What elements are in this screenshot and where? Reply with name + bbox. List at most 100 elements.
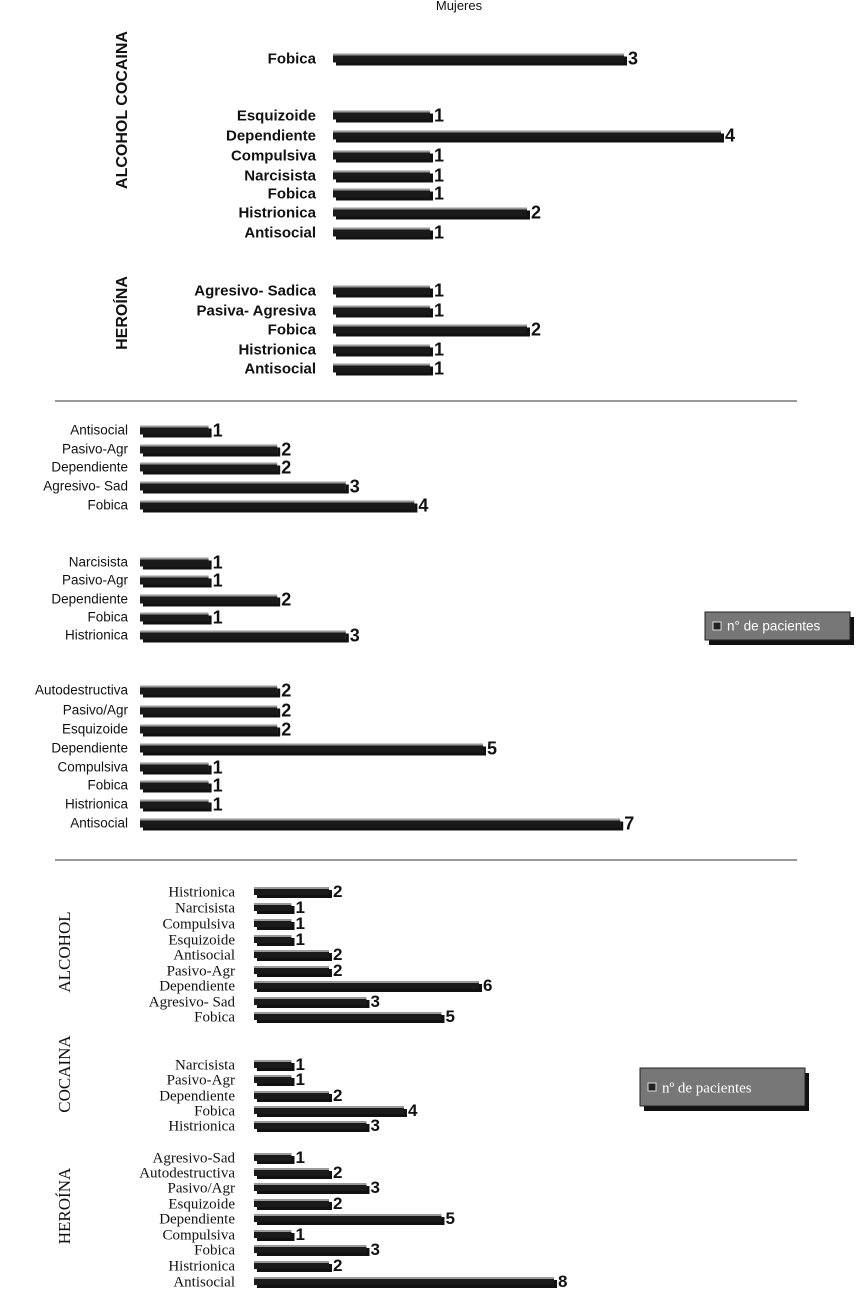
- chart2-g2-pasivo-agr-value: 1: [213, 570, 223, 590]
- chart1-g3-histrionica-value: 1: [434, 339, 444, 359]
- chart2-g3-fobica-value: 1: [213, 775, 223, 795]
- group-label-cocaina: COCAINA: [55, 1035, 74, 1113]
- chart2-g2-histrionica-bar-fill: [140, 632, 346, 640]
- chart3-g3-agresivo-sad-value: 1: [296, 1148, 305, 1167]
- chart2-g3-esquizoide-label: Esquizoide: [62, 722, 128, 737]
- chart3-g1-pasivo-agr-label: Pasivo-Agr: [167, 963, 235, 979]
- chart3-g1-esquizoide-value: 1: [296, 930, 305, 949]
- group-label-alcohol-cocaina: ALCOHOL COCAINA: [114, 31, 131, 189]
- legend-2-swatch-icon: [712, 621, 722, 631]
- chart1-g2-compulsiva-bar-fill: [333, 152, 430, 160]
- chart3-g1-compulsiva-value: 1: [296, 914, 305, 933]
- chart3-g1-agresivo-sad-value: 3: [371, 992, 380, 1011]
- chart3-g3-agresivo-sad-bar-fill: [254, 1155, 292, 1161]
- chart1-g2-antisocial-value: 1: [434, 222, 444, 242]
- chart1-g2-fobica-bar-fill: [333, 190, 430, 198]
- chart3-g2-dependiente-bar-fill: [254, 1093, 329, 1099]
- chart2-g2-pasivo-agr-label: Pasivo-Agr: [62, 573, 129, 588]
- chart1-g1-fobica-label: Fobica: [268, 50, 317, 67]
- chart3-g3-agresivo-sad-label: Agresivo-Sad: [153, 1150, 236, 1166]
- page-title: Mujeres: [436, 0, 483, 13]
- chart3-g2-pasivo-agr-label: Pasivo-Agr: [167, 1072, 235, 1088]
- chart1-g2-antisocial-label: Antisocial: [244, 224, 316, 241]
- chart3-g3-autodestructiva-bar-fill: [254, 1170, 329, 1176]
- chart3-g3-compulsiva-label: Compulsiva: [162, 1227, 235, 1243]
- chart1-g2-compulsiva-value: 1: [434, 145, 444, 165]
- chart2-g3-compulsiva-value: 1: [213, 757, 223, 777]
- chart2-g2-narcisista-label: Narcisista: [69, 555, 129, 570]
- chart1-g3-pasiva-agresiva-label: Pasiva- Agresiva: [196, 302, 316, 319]
- chart2-g3-dependiente-label: Dependiente: [51, 741, 128, 756]
- chart3-g2-narcisista-bar-fill: [254, 1062, 292, 1068]
- chart3-g1-dependiente-value: 6: [483, 976, 492, 995]
- chart3-g1-narcisista-value: 1: [296, 898, 305, 917]
- group-label-alcohol: ALCOHOL: [55, 911, 74, 992]
- chart3-g3-histrionica-bar-fill: [254, 1263, 329, 1269]
- chart1-g3-agresivo-sadica-label: Agresivo- Sadica: [194, 282, 316, 299]
- chart2-g3-esquizoide-value: 2: [281, 719, 291, 739]
- chart3-g1-fobica-bar-fill: [254, 1014, 442, 1020]
- chart2-g1-dependiente-value: 2: [281, 457, 291, 477]
- chart3-g2-fobica-value: 4: [408, 1101, 418, 1120]
- chart3-g3-fobica-label: Fobica: [194, 1242, 235, 1258]
- chart2-g3-antisocial-label: Antisocial: [70, 816, 128, 831]
- chart1-g3-antisocial-value: 1: [434, 358, 444, 378]
- chart1-g2-dependiente-bar-fill: [333, 132, 721, 140]
- chart3-g3-autodestructiva-label: Autodestructiva: [139, 1165, 235, 1181]
- chart3-g3-pasivo-agr-value: 3: [371, 1178, 380, 1197]
- chart3-g2-fobica-label: Fobica: [194, 1103, 235, 1119]
- chart3-g2-histrionica-bar-fill: [254, 1123, 367, 1129]
- chart2-g2-histrionica-value: 3: [350, 625, 360, 645]
- group-label-heroina: HEROÍNA: [55, 1167, 74, 1244]
- chart2-g1-agresivo-sad-label: Agresivo- Sad: [43, 479, 128, 494]
- chart2-g1-antisocial-bar-fill: [140, 427, 209, 435]
- chart2-g2-dependiente-bar-fill: [140, 596, 278, 604]
- chart3-g2-fobica-bar-fill: [254, 1108, 404, 1114]
- chart3-g3-antisocial-label: Antisocial: [173, 1274, 235, 1290]
- chart1-g2-antisocial-bar-fill: [333, 229, 430, 237]
- chart3-g3-esquizoide-bar-fill: [254, 1201, 329, 1207]
- chart1-g2-fobica-value: 1: [434, 183, 444, 203]
- chart2-g3-compulsiva-bar-fill: [140, 764, 209, 772]
- chart2-g3-histrionica-bar-fill: [140, 801, 209, 809]
- chart1-g3-fobica-bar-fill: [333, 326, 527, 334]
- chart3-g2-pasivo-agr-bar-fill: [254, 1077, 292, 1083]
- chart2-g1-fobica-value: 4: [418, 495, 428, 515]
- chart3-g3-compulsiva-value: 1: [296, 1225, 305, 1244]
- chart2-g3-pasivo-agr-bar-fill: [140, 707, 278, 715]
- chart2-g3-antisocial-value: 7: [624, 813, 634, 833]
- chart2-g1-pasivo-agr-label: Pasivo-Agr: [62, 442, 129, 457]
- chart2-g1-fobica-bar-fill: [140, 502, 415, 510]
- chart2-g3-fobica-label: Fobica: [87, 778, 128, 793]
- chart2-g3-fobica-bar-fill: [140, 782, 209, 790]
- chart3-g2-narcisista-label: Narcisista: [175, 1057, 235, 1073]
- chart2-g2-narcisista-value: 1: [213, 552, 223, 572]
- chart1-g3-fobica-value: 2: [531, 319, 541, 339]
- chart2-g3-histrionica-value: 1: [213, 794, 223, 814]
- chart3-g1-histrionica-bar-fill: [254, 889, 329, 895]
- chart2-g1-dependiente-label: Dependiente: [51, 460, 128, 475]
- chart3-g1-narcisista-bar-fill: [254, 905, 292, 911]
- chart2-g3-esquizoide-bar-fill: [140, 726, 278, 734]
- chart2-g2-narcisista-bar-fill: [140, 559, 209, 567]
- chart2-g1-antisocial-label: Antisocial: [70, 423, 128, 438]
- chart2-g3-pasivo-agr-value: 2: [281, 700, 291, 720]
- chart2-g1-pasivo-agr-bar-fill: [140, 446, 278, 454]
- chart2-g3-autodestructiva-label: Autodestructiva: [35, 683, 129, 698]
- legend-3-swatch-icon: [647, 1082, 657, 1092]
- chart1-g1-fobica-bar-fill: [333, 55, 624, 63]
- chart1-g3-fobica-label: Fobica: [268, 321, 317, 338]
- chart1-g2-narcisista-bar-fill: [333, 172, 430, 180]
- chart1-g3-histrionica-bar-fill: [333, 346, 430, 354]
- group-label-heroina: HEROÍNA: [112, 276, 131, 350]
- chart3-g1-dependiente-bar-fill: [254, 983, 479, 989]
- chart3-g2-histrionica-label: Histrionica: [168, 1118, 235, 1134]
- chart3-g1-antisocial-label: Antisocial: [173, 947, 235, 963]
- chart3-g3-fobica-value: 3: [371, 1240, 380, 1259]
- chart3-g1-histrionica-label: Histrionica: [168, 884, 235, 900]
- chart3-g3-esquizoide-value: 2: [333, 1194, 342, 1213]
- chart2-g1-agresivo-sad-bar-fill: [140, 483, 346, 491]
- chart1-g2-compulsiva-label: Compulsiva: [231, 147, 317, 164]
- chart3-g3-dependiente-bar-fill: [254, 1216, 442, 1222]
